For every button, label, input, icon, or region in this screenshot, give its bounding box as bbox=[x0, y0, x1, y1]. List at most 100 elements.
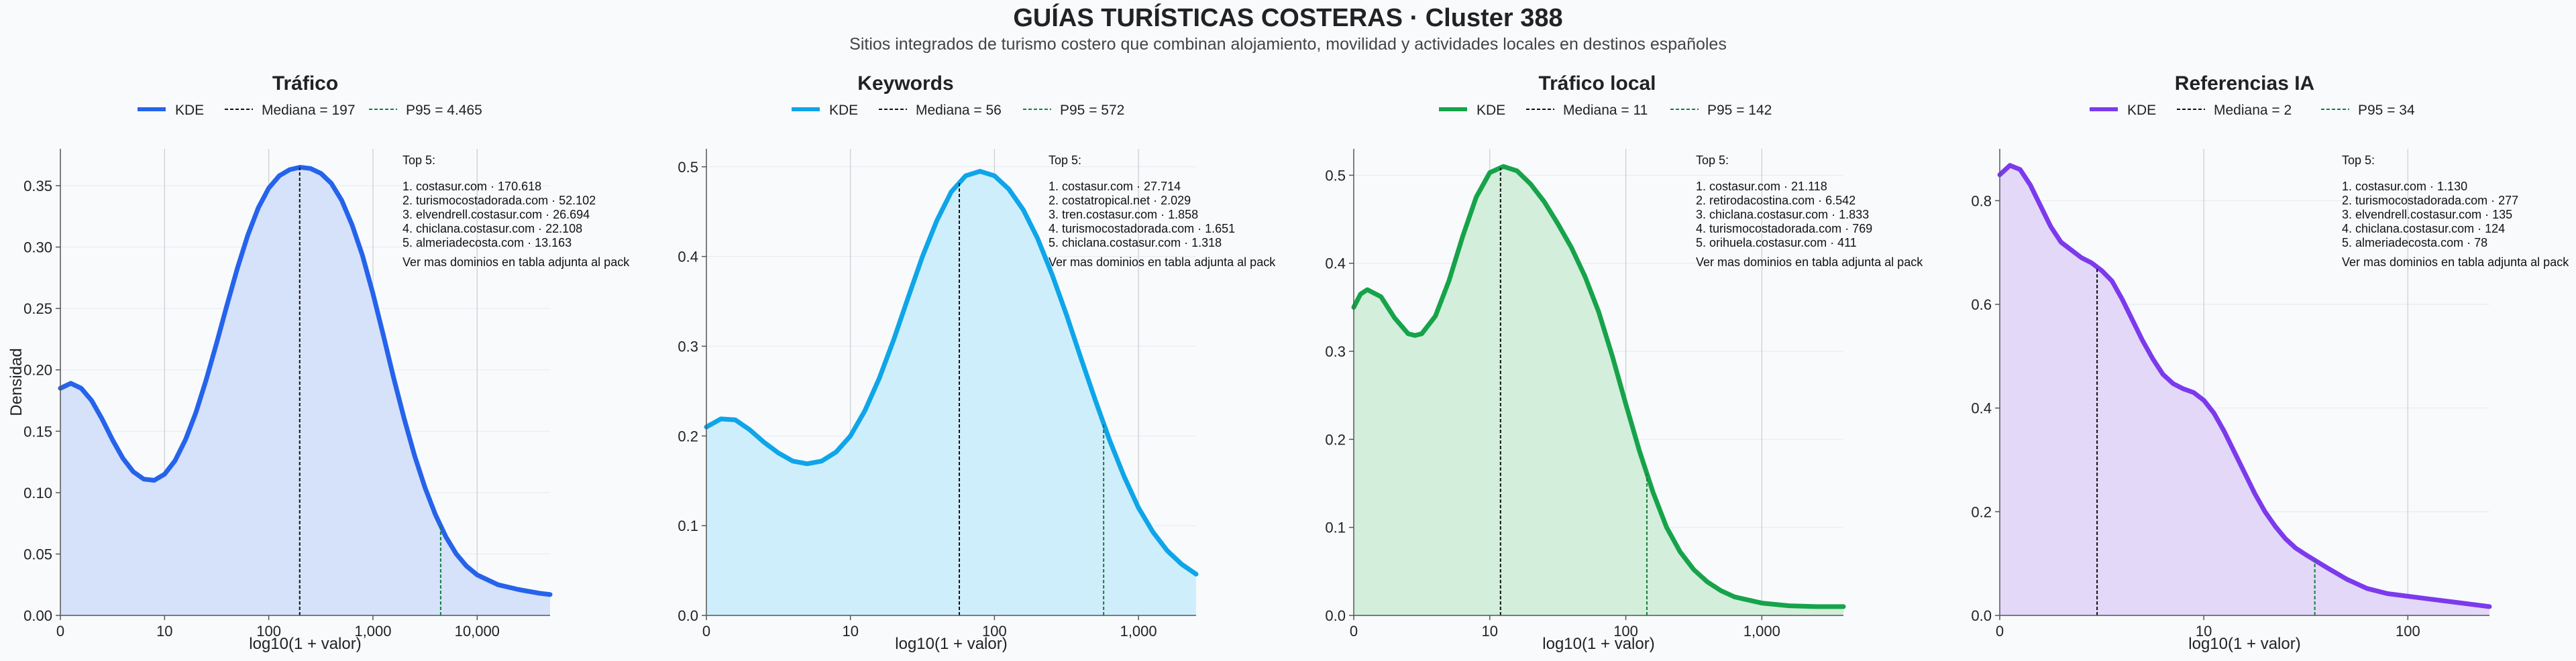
top5-item: 2. retirodacostina.com · 6.542 bbox=[1696, 194, 1856, 207]
y-axis-label: Densidad bbox=[7, 348, 25, 416]
y-tick-label: 0.5 bbox=[1325, 167, 1346, 184]
y-tick-label: 0.1 bbox=[678, 518, 698, 534]
kde-curve bbox=[704, 169, 1199, 577]
top5-title: Top 5: bbox=[402, 154, 435, 167]
legend-median-label: Mediana = 11 bbox=[1563, 103, 1648, 118]
chart-panel-2: 0.0 0.1 0.2 0.3 0.4 0.5 0 10 100 1,000 log10(1 + v… bbox=[678, 72, 1276, 653]
x-tick-label: 100 bbox=[1613, 623, 1638, 640]
y-tick-label: 0.3 bbox=[1325, 343, 1346, 360]
y-tick-label: 0.25 bbox=[23, 300, 52, 317]
top5-title: Top 5: bbox=[1696, 154, 1729, 167]
top5-item: 5. chiclana.costasur.com · 1.318 bbox=[1049, 236, 1222, 249]
x-tick-label: 100 bbox=[982, 623, 1007, 640]
top5-item: 1. costasur.com · 27.714 bbox=[1049, 180, 1181, 193]
kde-area bbox=[2000, 165, 2489, 615]
kde-curve bbox=[1997, 163, 2492, 609]
y-tick-label: 0.5 bbox=[678, 159, 698, 176]
top5-item: 4. turismocostadorada.com · 1.651 bbox=[1049, 222, 1235, 235]
y-tick-label: 0.30 bbox=[23, 239, 52, 256]
top5-item: 5. almeriadecosta.com · 13.163 bbox=[402, 236, 572, 249]
x-tick-label: 0 bbox=[1350, 623, 1358, 640]
legend-p95-label: P95 = 142 bbox=[1707, 103, 1772, 118]
top5-item: 2. turismocostadorada.com · 277 bbox=[2342, 194, 2518, 207]
y-tick-label: 0.00 bbox=[23, 607, 52, 624]
y-tick-label: 0.6 bbox=[1971, 296, 1992, 313]
y-tick-label: 0.35 bbox=[23, 178, 52, 194]
x-tick-label: 100 bbox=[256, 623, 281, 640]
top5-note: Ver mas dominios en tabla adjunta al pac… bbox=[1696, 255, 1923, 269]
top5-item: 3. elvendrell.costasur.com · 135 bbox=[2342, 208, 2512, 221]
y-tick-label: 0.2 bbox=[1325, 431, 1346, 448]
y-tick-label: 0.4 bbox=[678, 249, 698, 265]
y-tick-label: 0.0 bbox=[678, 607, 698, 624]
x-tick-label: 0 bbox=[1996, 623, 2004, 640]
legend-kde-label: KDE bbox=[829, 103, 858, 118]
y-tick-label: 0.0 bbox=[1325, 607, 1346, 624]
legend-kde-label: KDE bbox=[2127, 103, 2156, 118]
y-tick-label: 0.4 bbox=[1971, 400, 1992, 417]
x-tick-label: 0 bbox=[56, 623, 64, 640]
top5-item: 1. costasur.com · 21.118 bbox=[1696, 180, 1827, 193]
x-tick-label: 10 bbox=[156, 623, 172, 640]
top5-item: 1. costasur.com · 170.618 bbox=[402, 180, 541, 193]
x-tick-label: 10,000 bbox=[455, 623, 500, 640]
top5-item: 2. turismocostadorada.com · 52.102 bbox=[402, 194, 596, 207]
chart-title: Tráfico bbox=[272, 72, 338, 95]
x-axis-label: log10(1 + valor) bbox=[1542, 635, 1654, 653]
chart-title: Tráfico local bbox=[1538, 72, 1656, 95]
y-tick-label: 0.2 bbox=[1971, 503, 1992, 520]
chart-panel-3: 0.0 0.1 0.2 0.3 0.4 0.5 0 10 100 1,000 log10(1 + v… bbox=[1325, 72, 1923, 653]
legend-kde-label: KDE bbox=[1477, 103, 1505, 118]
y-tick-label: 0.15 bbox=[23, 423, 52, 440]
top5-note: Ver mas dominios en tabla adjunta al pac… bbox=[402, 255, 630, 269]
top5-item: 4. chiclana.costasur.com · 22.108 bbox=[402, 222, 582, 235]
x-axis-label: log10(1 + valor) bbox=[895, 635, 1007, 653]
y-tick-label: 0.2 bbox=[678, 428, 698, 444]
x-tick-label: 1,000 bbox=[1743, 623, 1780, 640]
x-axis-label: log10(1 + valor) bbox=[2188, 635, 2300, 653]
legend-median-label: Mediana = 197 bbox=[262, 103, 356, 118]
kde-curve bbox=[58, 165, 553, 597]
page-title: GUÍAS TURÍSTICAS COSTERAS · Cluster 388 bbox=[1013, 4, 1563, 32]
legend-kde-label: KDE bbox=[175, 103, 204, 118]
legend-median-label: Mediana = 56 bbox=[916, 103, 1002, 118]
legend-median-label: Mediana = 2 bbox=[2214, 103, 2292, 118]
chart-panel-4: 0.0 0.2 0.4 0.6 0.8 0 10 100 log10(1 + valor) Ref… bbox=[1971, 72, 2569, 653]
x-tick-label: 1,000 bbox=[1120, 623, 1157, 640]
top5-item: 4. chiclana.costasur.com · 124 bbox=[2342, 222, 2505, 235]
x-tick-label: 10 bbox=[842, 623, 858, 640]
kde-area bbox=[1354, 166, 1843, 616]
legend-p95-label: P95 = 34 bbox=[2358, 103, 2415, 118]
kde-area bbox=[706, 171, 1196, 615]
x-axis-label: log10(1 + valor) bbox=[249, 635, 361, 653]
x-tick-label: 10 bbox=[2196, 623, 2212, 640]
y-tick-label: 0.1 bbox=[1325, 520, 1346, 536]
top5-item: 2. costatropical.net · 2.029 bbox=[1049, 194, 1191, 207]
legend-p95-label: P95 = 572 bbox=[1060, 103, 1124, 118]
kde-area bbox=[60, 167, 550, 615]
top5-note: Ver mas dominios en tabla adjunta al pac… bbox=[1049, 255, 1276, 269]
page-subtitle: Sitios integrados de turismo costero que… bbox=[849, 35, 1727, 54]
y-tick-label: 0.20 bbox=[23, 362, 52, 379]
top5-title: Top 5: bbox=[1049, 154, 1081, 167]
chart-title: Referencias IA bbox=[2175, 72, 2314, 95]
x-tick-label: 1,000 bbox=[354, 623, 391, 640]
legend-p95-label: P95 = 4.465 bbox=[406, 103, 482, 118]
top5-item: 1. costasur.com · 1.130 bbox=[2342, 180, 2467, 193]
top5-item: 5. orihuela.costasur.com · 411 bbox=[1696, 236, 1857, 249]
x-tick-label: 100 bbox=[2396, 623, 2420, 640]
top5-title: Top 5: bbox=[2342, 154, 2375, 167]
x-tick-label: 10 bbox=[1482, 623, 1498, 640]
y-tick-label: 0.3 bbox=[678, 338, 698, 355]
top5-item: 4. turismocostadorada.com · 769 bbox=[1696, 222, 1872, 235]
y-tick-label: 0.4 bbox=[1325, 255, 1346, 272]
top5-item: 5. almeriadecosta.com · 78 bbox=[2342, 236, 2487, 249]
y-tick-label: 0.10 bbox=[23, 485, 52, 501]
kde-curve bbox=[1351, 164, 1846, 609]
y-tick-label: 0.0 bbox=[1971, 607, 1992, 624]
top5-item: 3. tren.costasur.com · 1.858 bbox=[1049, 208, 1198, 221]
top5-item: 3. elvendrell.costasur.com · 26.694 bbox=[402, 208, 590, 221]
y-tick-label: 0.8 bbox=[1971, 192, 1992, 209]
x-tick-label: 0 bbox=[702, 623, 710, 640]
top5-note: Ver mas dominios en tabla adjunta al pac… bbox=[2342, 255, 2569, 269]
